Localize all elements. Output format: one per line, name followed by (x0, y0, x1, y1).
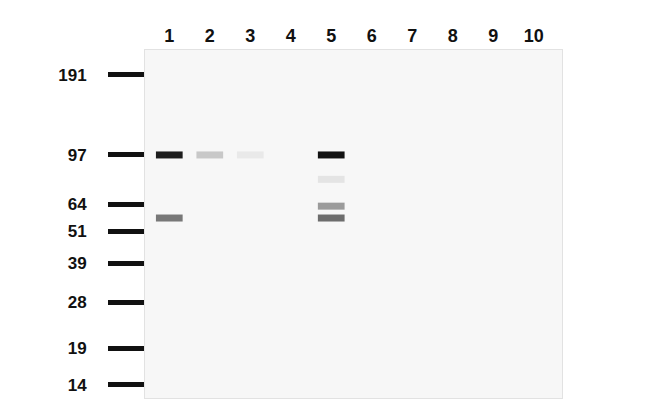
svg-text:19: 19 (68, 339, 87, 358)
svg-text:4: 4 (286, 26, 296, 46)
svg-text:6: 6 (367, 26, 377, 46)
svg-text:39: 39 (68, 254, 87, 273)
svg-text:191: 191 (58, 66, 86, 85)
svg-text:51: 51 (68, 222, 87, 241)
svg-text:5: 5 (326, 26, 336, 46)
svg-text:8: 8 (448, 26, 458, 46)
svg-text:28: 28 (68, 293, 87, 312)
svg-text:2: 2 (205, 26, 215, 46)
svg-text:64: 64 (68, 195, 87, 214)
svg-text:14: 14 (68, 376, 87, 395)
svg-text:1: 1 (164, 26, 174, 46)
svg-text:10: 10 (524, 26, 544, 46)
svg-text:97: 97 (68, 146, 87, 165)
svg-text:3: 3 (245, 26, 255, 46)
svg-text:7: 7 (407, 26, 417, 46)
svg-text:9: 9 (488, 26, 498, 46)
